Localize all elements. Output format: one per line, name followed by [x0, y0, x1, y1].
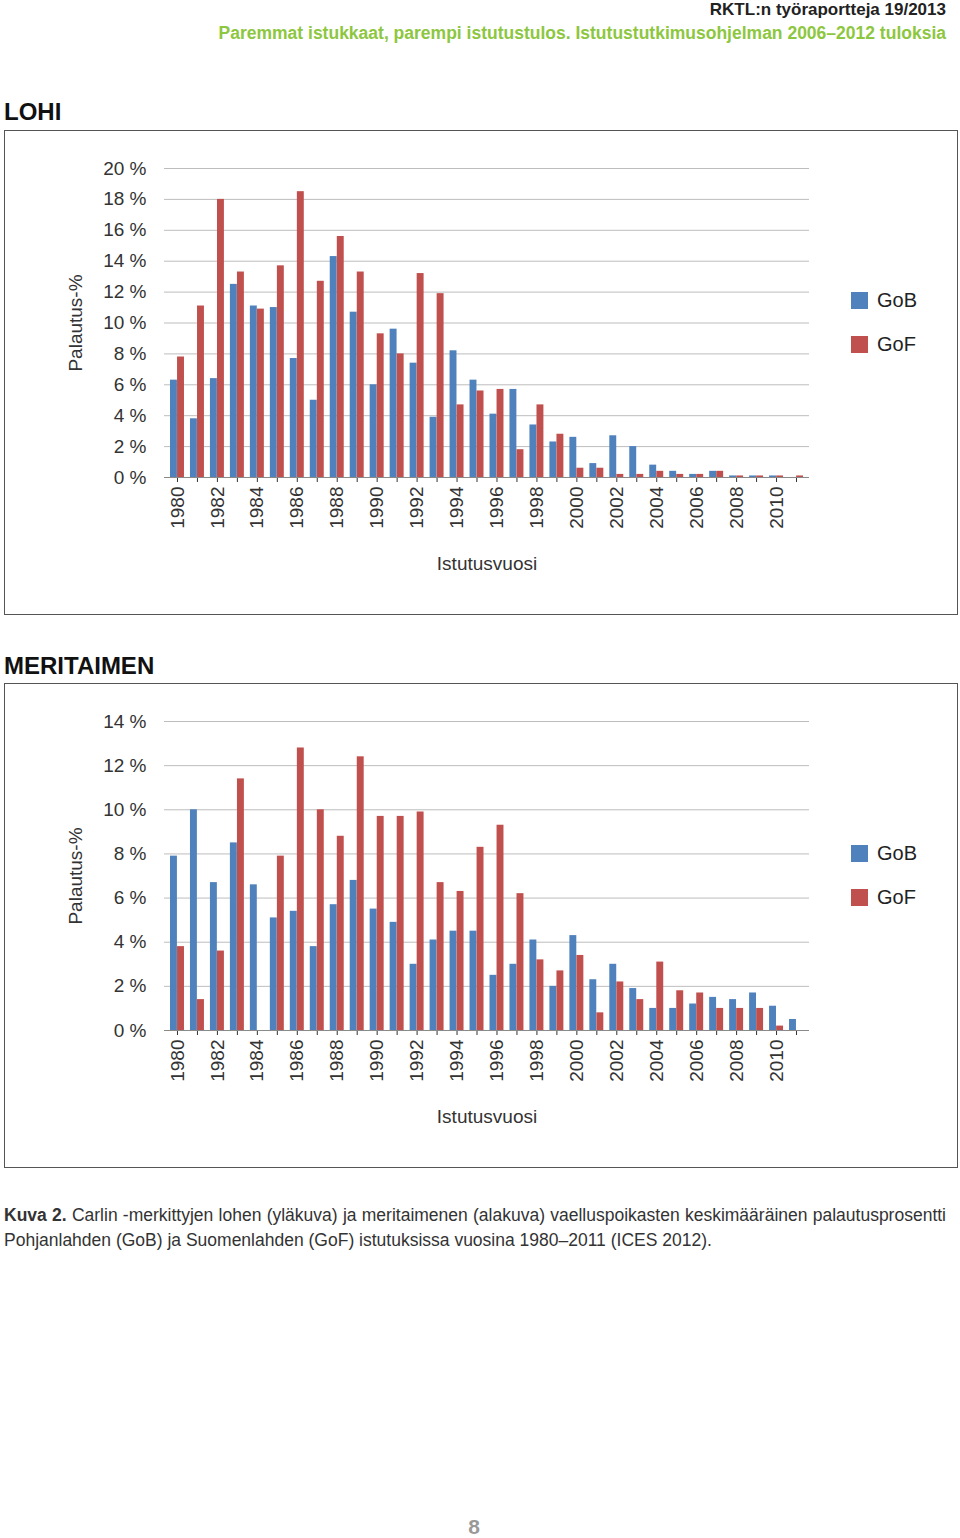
svg-text:2008: 2008 [726, 487, 747, 529]
svg-text:12 %: 12 % [103, 755, 146, 776]
svg-text:1982: 1982 [206, 1040, 227, 1082]
html-text:MERITAIMEN: MERITAIMEN [4, 652, 155, 679]
html-text:RKTL:n työraportteja 19/2013: RKTL:n työraportteja 19/2013 [709, 0, 946, 19]
svg-text:2002: 2002 [606, 1040, 627, 1082]
html-text:Paremmat istukkaat, parempi is: Paremmat istukkaat, parempi istutustulos… [218, 23, 946, 43]
html-text:LOHI: LOHI [4, 98, 62, 125]
svg-text:2000: 2000 [566, 487, 587, 529]
svg-text:2002: 2002 [606, 487, 627, 529]
svg-text:2006: 2006 [686, 487, 707, 529]
svg-text:1988: 1988 [326, 487, 347, 529]
html-text:8: 8 [468, 1515, 480, 1538]
svg-text:0 %: 0 % [114, 467, 147, 488]
svg-text:1988: 1988 [326, 1040, 347, 1082]
svg-text:2010: 2010 [766, 487, 787, 529]
svg-text:1984: 1984 [246, 486, 267, 529]
svg-text:1990: 1990 [366, 1040, 387, 1082]
svg-text:1992: 1992 [406, 1040, 427, 1082]
svg-text:1990: 1990 [366, 487, 387, 529]
svg-text:6 %: 6 % [114, 887, 147, 908]
svg-text:1996: 1996 [486, 487, 507, 529]
svg-text:Palautus-%: Palautus-% [65, 274, 86, 371]
svg-text:2008: 2008 [726, 1040, 747, 1082]
svg-text:2004: 2004 [646, 486, 667, 529]
svg-text:1996: 1996 [486, 1040, 507, 1082]
svg-text:2006: 2006 [686, 1040, 707, 1082]
svg-text:16 %: 16 % [103, 219, 146, 240]
svg-text:14 %: 14 % [103, 250, 146, 271]
svg-text:10 %: 10 % [103, 312, 146, 333]
svg-text:1986: 1986 [286, 1040, 307, 1082]
svg-text:0 %: 0 % [114, 1020, 147, 1041]
svg-text:20 %: 20 % [103, 158, 146, 179]
html-text:GoB: GoB [877, 289, 917, 311]
svg-text:1980: 1980 [167, 1040, 188, 1082]
svg-text:1982: 1982 [206, 487, 227, 529]
svg-text:Istutusvuosi: Istutusvuosi [437, 553, 537, 574]
html-text:Kuva 2. Carlin -merkittyjen lo: Kuva 2. Carlin -merkittyjen lohen (yläku… [4, 1205, 946, 1250]
svg-text:2 %: 2 % [114, 975, 147, 996]
svg-text:1992: 1992 [406, 487, 427, 529]
html-text:GoF: GoF [877, 886, 916, 908]
html-text:GoB: GoB [877, 842, 917, 864]
svg-text:14 %: 14 % [103, 711, 146, 732]
html-text:GoF: GoF [877, 333, 916, 355]
svg-text:4 %: 4 % [114, 931, 147, 952]
svg-text:18 %: 18 % [103, 188, 146, 209]
svg-text:6 %: 6 % [114, 374, 147, 395]
svg-text:2004: 2004 [646, 1039, 667, 1082]
svg-text:1984: 1984 [246, 1039, 267, 1082]
svg-text:12 %: 12 % [103, 281, 146, 302]
svg-text:1998: 1998 [526, 1040, 547, 1082]
svg-text:2 %: 2 % [114, 436, 147, 457]
svg-text:1994: 1994 [446, 486, 467, 529]
svg-text:8 %: 8 % [114, 343, 147, 364]
svg-text:1986: 1986 [286, 487, 307, 529]
svg-text:10 %: 10 % [103, 799, 146, 820]
svg-text:8 %: 8 % [114, 843, 147, 864]
svg-text:Istutusvuosi: Istutusvuosi [437, 1106, 537, 1127]
svg-text:2000: 2000 [566, 1040, 587, 1082]
svg-text:1998: 1998 [526, 487, 547, 529]
svg-text:4 %: 4 % [114, 405, 147, 426]
svg-text:1980: 1980 [167, 487, 188, 529]
svg-text:1994: 1994 [446, 1039, 467, 1082]
svg-text:2010: 2010 [766, 1040, 787, 1082]
svg-text:Palautus-%: Palautus-% [65, 827, 86, 924]
